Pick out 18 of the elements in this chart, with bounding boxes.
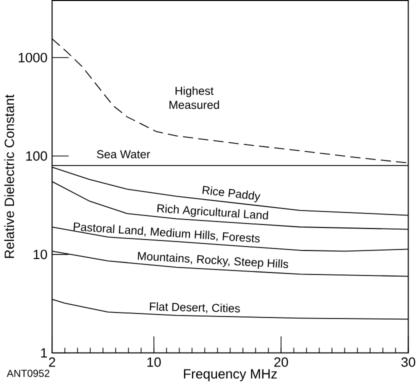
y-tick-label: 1000	[18, 53, 48, 63]
series-label: Rich Agricultural Land	[157, 204, 268, 220]
x-tick-label: 20	[274, 358, 288, 368]
y-tick-label: 100	[26, 152, 48, 161]
x-axis-title: Frequency MHz	[184, 370, 277, 382]
x-tick-label: 10	[147, 358, 161, 368]
x-tick-label: 30	[401, 358, 416, 368]
y-tick-label: 10	[34, 250, 48, 260]
text: Rice Paddy	[202, 186, 260, 202]
series-label: Sea Water	[96, 150, 150, 159]
y-tick-label: 1	[41, 348, 47, 358]
text: ANT0952	[6, 370, 50, 378]
text: Highest Measured	[170, 86, 219, 110]
series-label: Mountains, Rocky, Steep Hills	[138, 252, 288, 270]
series-label: Flat Desert, Cities	[150, 302, 240, 314]
y-axis-title: Relative Dielectric Constant	[4, 94, 14, 258]
x-tick-label: 2	[49, 358, 56, 367]
series-label: Pastoral Land, Medium Hills, Forests	[74, 222, 260, 243]
